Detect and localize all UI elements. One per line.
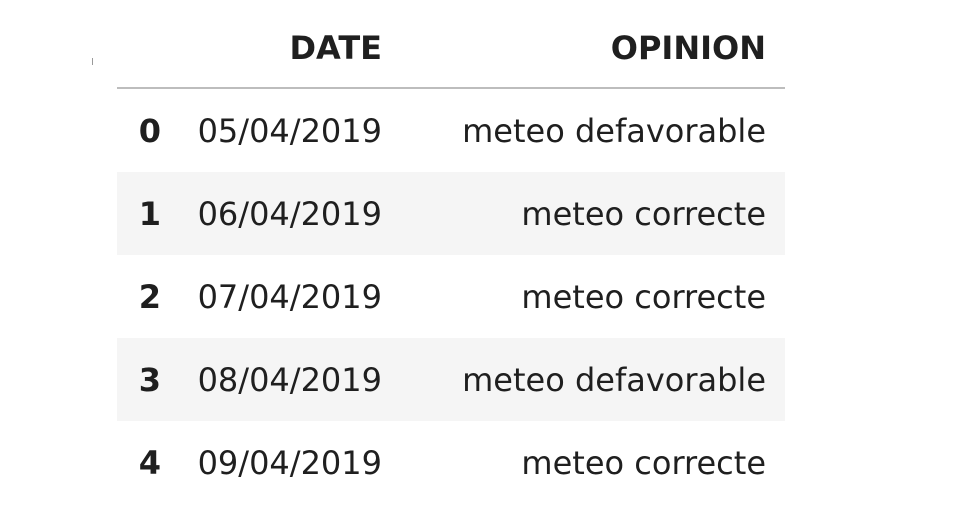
index-header (117, 8, 180, 89)
table-row: 2 07/04/2019 meteo correcte (117, 255, 785, 338)
date-cell: 06/04/2019 (197, 194, 382, 233)
opinion-cell: meteo correcte (521, 194, 766, 233)
date-cell: 05/04/2019 (197, 111, 382, 150)
scroll-marker (92, 58, 93, 65)
dataframe-table: DATE OPINION 0 05/04/2019 meteo defavora… (117, 8, 785, 504)
row-index: 2 (138, 277, 161, 316)
header-row: DATE OPINION (117, 8, 785, 89)
table-row: 3 08/04/2019 meteo defavorable (117, 338, 785, 421)
date-cell: 07/04/2019 (197, 277, 382, 316)
date-cell: 09/04/2019 (197, 443, 382, 482)
table-row: 1 06/04/2019 meteo correcte (117, 172, 785, 255)
column-header-opinion: OPINION (401, 8, 785, 89)
opinion-cell: meteo correcte (521, 277, 766, 316)
opinion-cell: meteo defavorable (462, 360, 766, 399)
opinion-cell: meteo defavorable (462, 111, 766, 150)
opinion-cell: meteo correcte (521, 443, 766, 482)
row-index: 1 (138, 194, 161, 233)
table-row: 4 09/04/2019 meteo correcte (117, 421, 785, 504)
table-row: 0 05/04/2019 meteo defavorable (117, 88, 785, 172)
date-cell: 08/04/2019 (197, 360, 382, 399)
row-index: 0 (138, 111, 161, 150)
row-index: 3 (138, 360, 161, 399)
row-index: 4 (138, 443, 161, 482)
column-header-date: DATE (180, 8, 401, 89)
